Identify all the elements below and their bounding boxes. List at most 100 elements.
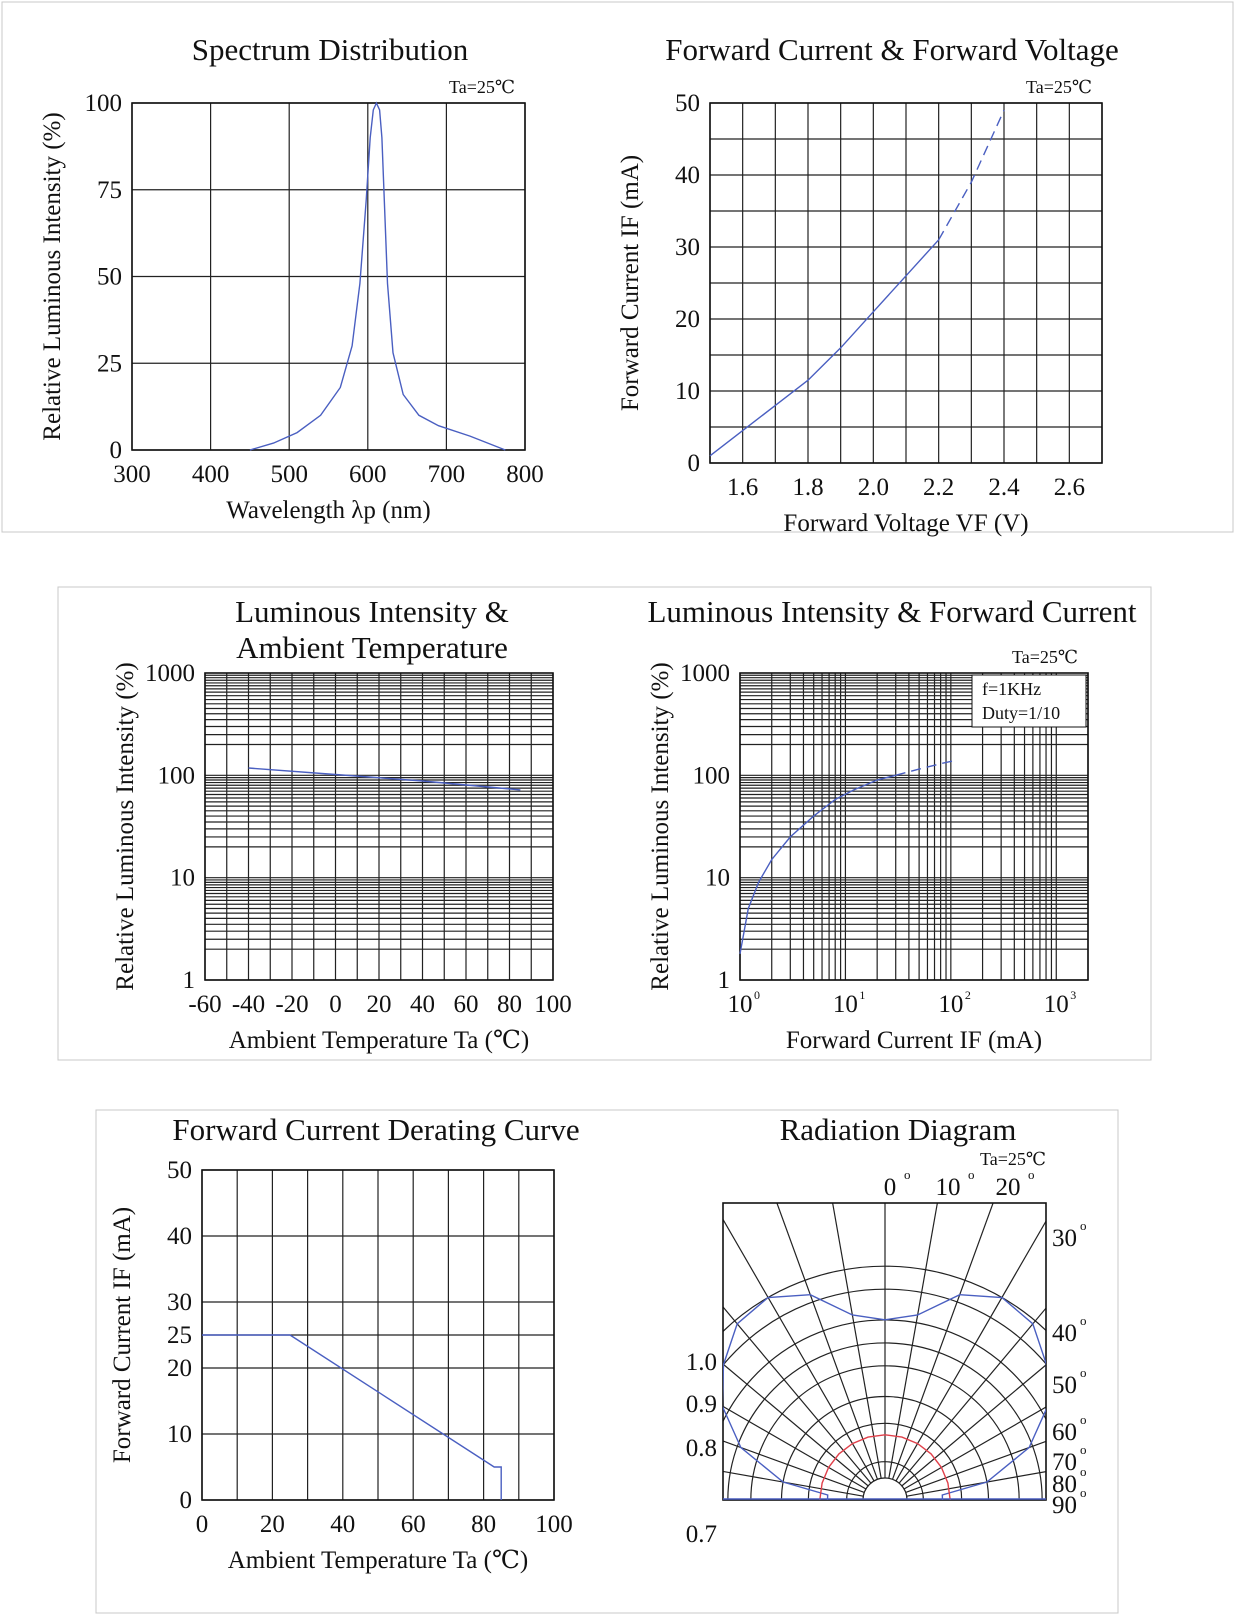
radial-label: 1.0	[686, 1349, 717, 1376]
polar-spoke	[723, 1405, 867, 1490]
x-tick-label: 0	[196, 1511, 209, 1538]
panel-middle	[57, 586, 1152, 1061]
polar-spoke	[895, 1219, 1046, 1482]
x-axis-label: Ambient Temperature Ta (℃)	[229, 1027, 530, 1054]
series-line	[202, 1334, 502, 1500]
y-tick-label: 1000	[680, 660, 730, 687]
x-tick-label: 20	[260, 1511, 285, 1538]
degree-mark: o	[1028, 1167, 1035, 1182]
y-tick-label: 1	[718, 967, 731, 994]
chart-note: Ta=25℃	[1026, 77, 1092, 97]
chart-ivcurve: 0 10 20 30 40 50 1.6 1.8 2.0 2.2 2.4 2.6 Forward Vol…	[617, 32, 1119, 537]
x-tick-label: 2.0	[858, 474, 889, 501]
radial-label: 0.8	[686, 1435, 717, 1462]
x-tick-label: 60	[454, 991, 479, 1018]
polar-series	[819, 1434, 951, 1500]
x-tick-exponent: 3	[1070, 988, 1076, 1002]
degree-mark: o	[1080, 1464, 1087, 1479]
series-line	[739, 774, 896, 955]
x-axis-label: Ambient Temperature Ta (℃)	[228, 1547, 529, 1574]
chart-note: Ta=25℃	[449, 77, 515, 97]
angle-label: 40	[1052, 1320, 1077, 1347]
plot-frame	[131, 102, 526, 451]
x-tick-label: 40	[330, 1511, 355, 1538]
chart-title: Forward Current Derating Curve	[172, 1112, 579, 1147]
x-axis-label: Forward Voltage VF (V)	[783, 510, 1028, 537]
series-line	[248, 767, 521, 791]
x-tick-label: -20	[275, 991, 308, 1018]
y-tick-label: 50	[97, 264, 122, 291]
series-line	[938, 109, 1005, 241]
angle-label: 30	[1052, 1225, 1077, 1252]
angle-label: 20	[996, 1174, 1021, 1201]
degree-mark: o	[1080, 1485, 1087, 1500]
degree-mark: o	[1080, 1218, 1087, 1233]
y-tick-label: 1000	[145, 660, 195, 687]
polar-series	[723, 1293, 1046, 1500]
y-tick-label: 100	[693, 762, 731, 789]
x-tick-label: 10	[938, 991, 963, 1018]
x-axis-label: Wavelength λp (nm)	[226, 497, 431, 524]
angle-label: 50	[1052, 1372, 1077, 1399]
x-tick-label: 60	[401, 1511, 426, 1538]
y-tick-label: 0	[180, 1487, 193, 1514]
polar-spoke	[901, 1364, 1046, 1487]
degree-mark: o	[904, 1167, 911, 1182]
plot-frame	[709, 102, 1103, 464]
degree-mark: o	[968, 1167, 975, 1182]
degree-mark: o	[1080, 1365, 1087, 1380]
polar-spoke	[723, 1470, 864, 1497]
x-tick-label: 400	[192, 461, 230, 488]
x-tick-exponent: 1	[859, 988, 865, 1002]
chart-title: Spectrum Distribution	[192, 32, 469, 67]
x-tick-label: 1.6	[727, 474, 758, 501]
x-tick-label: 2.6	[1054, 474, 1085, 501]
polar-spoke	[723, 1363, 869, 1487]
chart-spectrum: 0 25 50 75 100 300 400 500 600 700 800 Wavelength λ…	[39, 32, 544, 524]
degree-mark: o	[1080, 1313, 1087, 1328]
y-axis-label: Relative Luminous Intensity (%)	[39, 112, 66, 440]
chart-title: Ambient Temperature	[236, 630, 508, 665]
chart-note: Ta=25℃	[1012, 647, 1078, 667]
polar-spoke	[723, 1440, 865, 1494]
y-tick-label: 1	[183, 967, 196, 994]
x-tick-exponent: 2	[965, 988, 971, 1002]
panel-top	[1, 1, 1234, 533]
polar-spoke	[723, 1306, 872, 1484]
polar-spoke	[903, 1406, 1046, 1490]
y-axis-label: Forward Current IF (mA)	[617, 155, 644, 411]
y-tick-label: 25	[167, 1322, 192, 1349]
x-tick-label: 2.4	[988, 474, 1020, 501]
x-tick-label: -40	[232, 991, 265, 1018]
y-tick-label: 100	[158, 762, 196, 789]
y-tick-label: 100	[85, 90, 123, 117]
x-tick-label: 100	[535, 1511, 573, 1538]
annotation-line: Duty=1/10	[982, 703, 1060, 723]
chart-note: Ta=25℃	[980, 1149, 1046, 1169]
polar-spoke	[723, 1218, 875, 1482]
y-tick-label: 40	[167, 1223, 192, 1250]
degree-mark: o	[1080, 1442, 1087, 1457]
x-tick-label: -60	[188, 991, 221, 1018]
angle-label: 90	[1052, 1492, 1077, 1519]
polar-spoke	[906, 1471, 1046, 1497]
annotation-box	[971, 674, 1087, 728]
radial-label: 0.7	[686, 1521, 717, 1548]
x-tick-label: 80	[471, 1511, 496, 1538]
x-tick-label: 600	[349, 461, 387, 488]
y-tick-label: 10	[167, 1421, 192, 1448]
y-tick-label: 50	[675, 90, 700, 117]
x-tick-label: 0	[329, 991, 342, 1018]
y-tick-label: 0	[110, 437, 123, 464]
y-tick-label: 10	[170, 865, 195, 892]
x-tick-label: 10	[1044, 991, 1069, 1018]
y-tick-label: 10	[675, 378, 700, 405]
radial-label: 0.9	[686, 1391, 717, 1418]
series-line	[709, 239, 940, 457]
y-tick-label: 50	[167, 1157, 192, 1184]
